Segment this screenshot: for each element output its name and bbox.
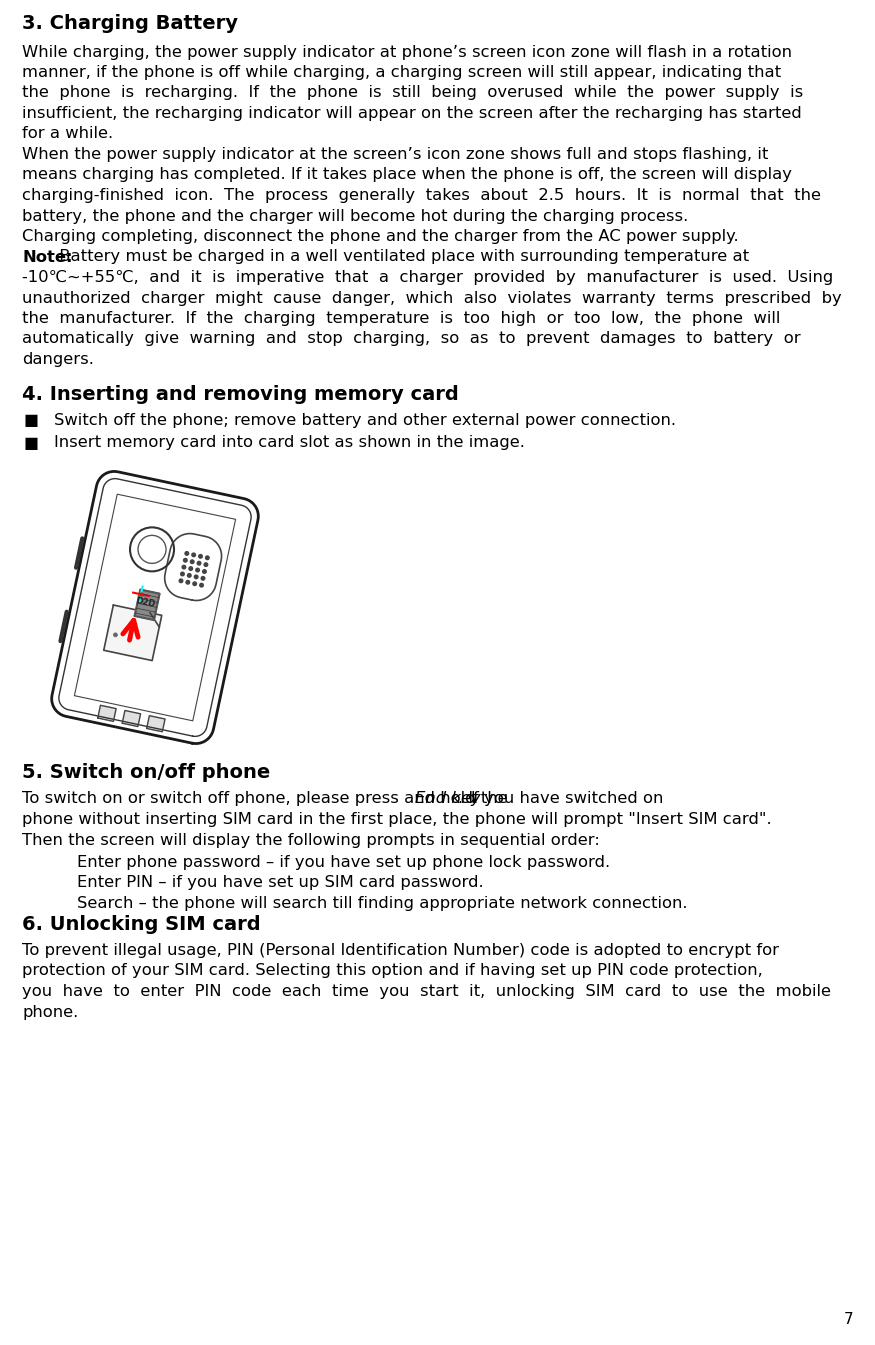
Text: phone without inserting SIM card in the first place, the phone will prompt "Inse: phone without inserting SIM card in the …	[22, 812, 772, 827]
Text: means charging has completed. If it takes place when the phone is off, the scree: means charging has completed. If it take…	[22, 168, 792, 183]
Text: To switch on or switch off phone, please press and hold the: To switch on or switch off phone, please…	[22, 791, 513, 807]
Polygon shape	[52, 472, 258, 744]
Circle shape	[195, 568, 200, 573]
Text: End key: End key	[415, 791, 480, 807]
Polygon shape	[123, 710, 141, 726]
Text: Note:: Note:	[22, 250, 73, 265]
Text: for a while.: for a while.	[22, 126, 113, 141]
Circle shape	[114, 633, 117, 638]
Text: Enter PIN – if you have set up SIM card password.: Enter PIN – if you have set up SIM card …	[77, 876, 484, 890]
Circle shape	[180, 572, 185, 577]
Text: you  have  to  enter  PIN  code  each  time  you  start  it,  unlocking  SIM  ca: you have to enter PIN code each time you…	[22, 985, 831, 999]
Text: While charging, the power supply indicator at phone’s screen icon zone will flas: While charging, the power supply indicat…	[22, 44, 792, 59]
Circle shape	[197, 561, 201, 566]
Circle shape	[188, 566, 193, 572]
Text: charging-finished  icon.  The  process  generally  takes  about  2.5  hours.  It: charging-finished icon. The process gene…	[22, 188, 821, 203]
Circle shape	[191, 553, 196, 557]
Text: ■: ■	[24, 436, 38, 451]
Text: the  phone  is  recharging.  If  the  phone  is  still  being  overused  while  : the phone is recharging. If the phone is…	[22, 86, 803, 101]
Circle shape	[199, 582, 204, 588]
Circle shape	[198, 554, 203, 558]
Circle shape	[202, 569, 207, 574]
Circle shape	[200, 576, 206, 581]
Circle shape	[128, 636, 132, 640]
Text: To prevent illegal usage, PIN (Personal Identification Number) code is adopted t: To prevent illegal usage, PIN (Personal …	[22, 943, 779, 958]
Text: ■: ■	[24, 413, 38, 428]
Polygon shape	[147, 716, 165, 732]
Text: Battery must be charged in a well ventilated place with surrounding temperature : Battery must be charged in a well ventil…	[54, 250, 749, 265]
Text: 3. Charging Battery: 3. Charging Battery	[22, 13, 238, 34]
Text: Insert memory card into card slot as shown in the image.: Insert memory card into card slot as sho…	[54, 436, 525, 451]
Circle shape	[178, 578, 184, 584]
Polygon shape	[104, 605, 162, 660]
Text: Charging completing, disconnect the phone and the charger from the AC power supp: Charging completing, disconnect the phon…	[22, 229, 738, 243]
Circle shape	[183, 558, 188, 562]
Text: D2D: D2D	[135, 597, 157, 609]
Text: protection of your SIM card. Selecting this option and if having set up PIN code: protection of your SIM card. Selecting t…	[22, 963, 763, 979]
Polygon shape	[135, 589, 159, 620]
Text: 4. Inserting and removing memory card: 4. Inserting and removing memory card	[22, 385, 458, 404]
Text: the  manufacturer.  If  the  charging  temperature  is  too  high  or  too  low,: the manufacturer. If the charging temper…	[22, 311, 780, 325]
Circle shape	[205, 555, 210, 561]
Text: Enter phone password – if you have set up phone lock password.: Enter phone password – if you have set u…	[77, 855, 610, 870]
Text: phone.: phone.	[22, 1005, 78, 1020]
Text: manner, if the phone is off while charging, a charging screen will still appear,: manner, if the phone is off while chargi…	[22, 65, 781, 79]
Text: Switch off the phone; remove battery and other external power connection.: Switch off the phone; remove battery and…	[54, 413, 676, 428]
Circle shape	[190, 560, 195, 565]
Text: automatically  give  warning  and  stop  charging,  so  as  to  prevent  damages: automatically give warning and stop char…	[22, 331, 801, 347]
Text: 7: 7	[844, 1311, 853, 1328]
Text: 5. Switch on/off phone: 5. Switch on/off phone	[22, 763, 270, 781]
Text: battery, the phone and the charger will become hot during the charging process.: battery, the phone and the charger will …	[22, 208, 689, 223]
Text: -10℃~+55℃,  and  it  is  imperative  that  a  charger  provided  by  manufacture: -10℃~+55℃, and it is imperative that a c…	[22, 270, 833, 285]
Circle shape	[185, 551, 189, 555]
Circle shape	[186, 573, 192, 578]
Circle shape	[193, 574, 199, 580]
Text: When the power supply indicator at the screen’s icon zone shows full and stops f: When the power supply indicator at the s…	[22, 147, 768, 161]
Text: insufficient, the recharging indicator will appear on the screen after the recha: insufficient, the recharging indicator w…	[22, 106, 802, 121]
Text: dangers.: dangers.	[22, 352, 94, 367]
Text: unauthorized  charger  might  cause  danger,  which  also  violates  warranty  t: unauthorized charger might cause danger,…	[22, 291, 842, 305]
Text: . If you have switched on: . If you have switched on	[458, 791, 664, 807]
Text: 6. Unlocking SIM card: 6. Unlocking SIM card	[22, 915, 261, 933]
Circle shape	[186, 580, 191, 585]
Circle shape	[181, 565, 186, 570]
Polygon shape	[98, 705, 116, 721]
Circle shape	[203, 562, 208, 568]
Circle shape	[192, 581, 197, 586]
Text: Search – the phone will search till finding appropriate network connection.: Search – the phone will search till find…	[77, 896, 688, 911]
Text: Then the screen will display the following prompts in sequential order:: Then the screen will display the followi…	[22, 833, 599, 847]
